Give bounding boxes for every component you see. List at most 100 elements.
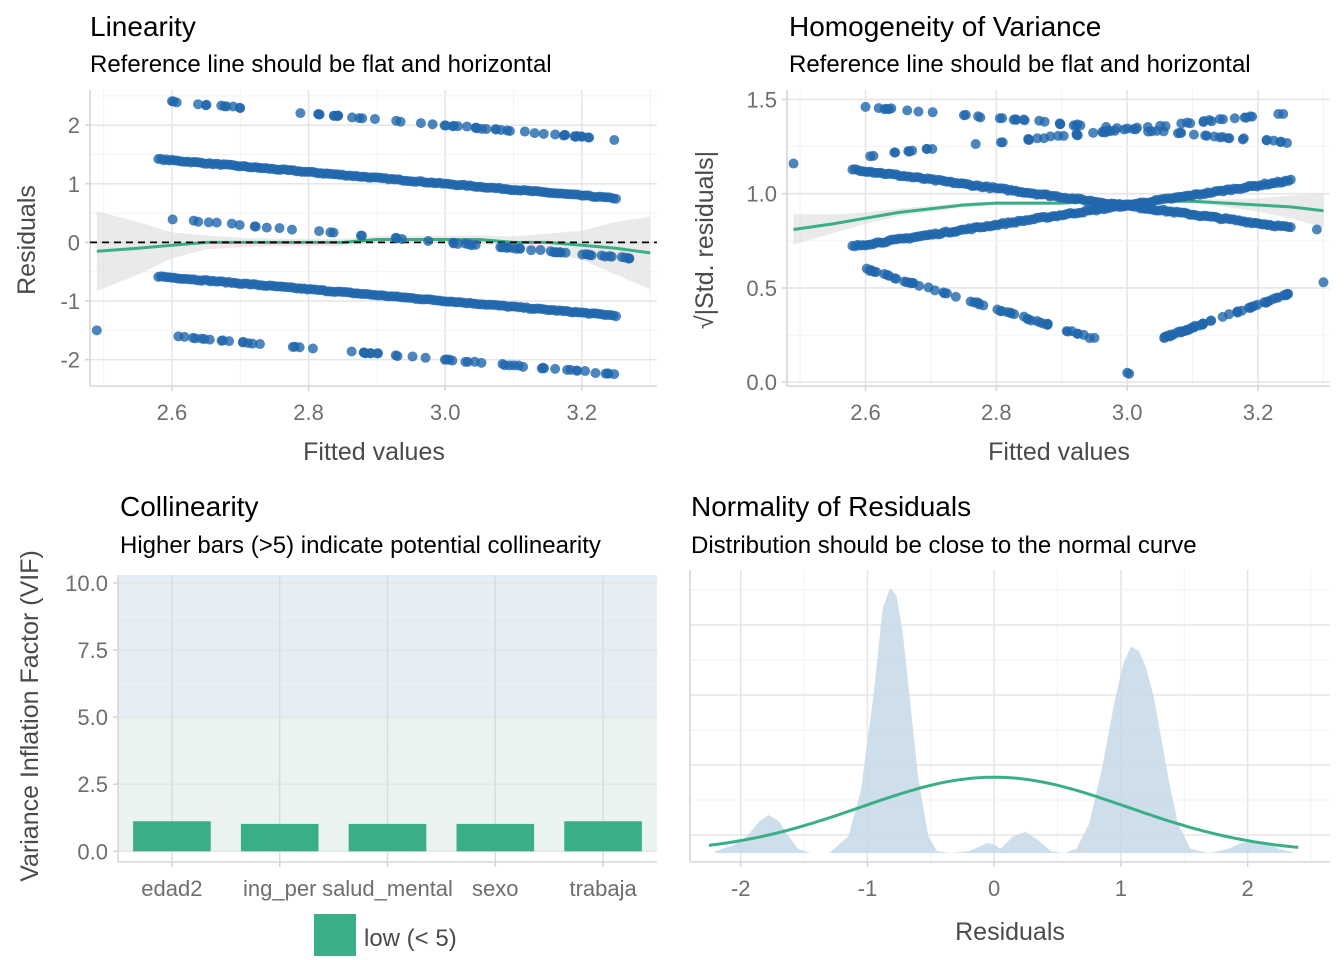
linearity-point xyxy=(203,217,214,228)
homogeneity-point xyxy=(864,265,875,276)
homogeneity-title: Homogeneity of Variance xyxy=(789,11,1101,42)
linearity-y-tick-label: 0 xyxy=(68,230,80,255)
linearity-y-label: Residuals xyxy=(13,185,41,295)
linearity-point xyxy=(196,333,207,344)
homogeneity-point xyxy=(1084,333,1095,344)
linearity-point xyxy=(314,226,325,237)
collinearity-y-tick-label: 2.5 xyxy=(77,772,108,797)
linearity-point xyxy=(611,311,622,322)
collinearity-y-tick-label: 7.5 xyxy=(77,638,108,663)
linearity-point xyxy=(481,123,492,134)
homogeneity-point xyxy=(1182,117,1193,128)
linearity-point xyxy=(584,132,595,143)
linearity-point xyxy=(211,217,222,228)
homogeneity-point xyxy=(1088,127,1099,138)
linearity-point xyxy=(496,124,507,135)
linearity-point xyxy=(462,121,473,132)
linearity-point xyxy=(193,99,204,110)
linearity-point xyxy=(518,361,529,372)
linearity-point xyxy=(392,351,403,362)
homogeneity-point xyxy=(914,280,925,291)
collinearity-legend: low (< 5) xyxy=(314,914,457,956)
linearity-point xyxy=(200,100,211,111)
collinearity-bar xyxy=(456,823,535,852)
linearity-plot-area: 2.6 2.8 3.0 3.2 -2 -1 0 1 2 xyxy=(60,90,657,425)
normality-density-area xyxy=(715,587,1296,853)
normality-plot-area: -2 -1 0 1 2 xyxy=(689,570,1330,901)
linearity-point xyxy=(391,115,402,126)
linearity-point xyxy=(550,129,561,140)
homogeneity-y-tick-label: 0.0 xyxy=(746,370,777,395)
linearity-smooth-line xyxy=(96,238,651,255)
homogeneity-y-tick-label: 0.5 xyxy=(746,276,777,301)
collinearity-plot-area: 0.0 2.5 5.0 7.5 10.0 edad2 ing_per salud_mental… xyxy=(65,571,657,901)
linearity-point xyxy=(347,112,358,123)
linearity-point xyxy=(519,126,530,137)
linearity-point xyxy=(254,339,265,350)
normality-x-tick-label: -2 xyxy=(731,876,751,901)
linearity-point xyxy=(313,109,324,120)
normality-x-tick-label: 1 xyxy=(1115,876,1127,901)
homogeneity-point xyxy=(903,146,914,157)
homogeneity-point xyxy=(899,276,910,287)
homogeneity-y-label: √|Std. residuals| xyxy=(691,151,719,329)
collinearity-bar xyxy=(564,821,642,852)
homogeneity-point xyxy=(886,103,897,114)
homogeneity-point xyxy=(1005,308,1016,319)
homogeneity-point xyxy=(927,107,938,118)
homogeneity-point xyxy=(1054,118,1065,129)
collinearity-bar xyxy=(348,823,427,852)
homogeneity-point xyxy=(1280,289,1291,300)
linearity-point xyxy=(333,110,344,121)
homogeneity-point xyxy=(1188,129,1199,140)
linearity-point xyxy=(228,101,239,112)
collinearity-subtitle: Higher bars (>5) indicate potential coll… xyxy=(120,532,601,559)
collinearity-x-tick-label: sexo xyxy=(472,876,518,901)
linearity-point xyxy=(440,120,451,131)
homogeneity-point xyxy=(913,106,924,117)
homogeneity-point xyxy=(997,137,1008,148)
homogeneity-point xyxy=(939,288,950,299)
homogeneity-point xyxy=(1062,326,1073,337)
homogeneity-x-tick-label: 3.0 xyxy=(1112,400,1143,425)
normality-x-tick-label: -1 xyxy=(858,876,878,901)
homogeneity-point xyxy=(950,291,961,302)
normality-panel: Normality of Residuals Distribution shou… xyxy=(689,491,1330,946)
linearity-point xyxy=(472,123,483,134)
homogeneity-point xyxy=(1237,134,1248,145)
linearity-point xyxy=(226,218,237,229)
homogeneity-point xyxy=(923,282,934,293)
linearity-point xyxy=(624,253,635,264)
linearity-point xyxy=(173,331,184,342)
homogeneity-point xyxy=(1103,126,1114,137)
homogeneity-subtitle: Reference line should be flat and horizo… xyxy=(789,51,1251,78)
homogeneity-point xyxy=(1197,319,1208,330)
linearity-point xyxy=(261,222,272,233)
homogeneity-point xyxy=(1038,133,1049,144)
linearity-point xyxy=(611,193,622,204)
homogeneity-point xyxy=(1278,108,1289,119)
linearity-point xyxy=(499,360,510,371)
linearity-point xyxy=(441,354,452,365)
linearity-point xyxy=(515,243,526,254)
linearity-point xyxy=(606,251,617,262)
linearity-point xyxy=(234,219,245,230)
linearity-point xyxy=(460,238,471,249)
linearity-point xyxy=(562,364,573,375)
homogeneity-point xyxy=(1224,133,1235,144)
homogeneity-point xyxy=(1247,111,1258,122)
homogeneity-point xyxy=(884,270,895,281)
homogeneity-x-tick-label: 3.2 xyxy=(1243,400,1274,425)
homogeneity-point xyxy=(1239,112,1250,123)
linearity-point xyxy=(193,216,204,227)
homogeneity-point xyxy=(1217,114,1228,125)
homogeneity-point xyxy=(1042,318,1053,329)
linearity-y-tick-label: -2 xyxy=(60,348,80,373)
legend-label-low: low (< 5) xyxy=(364,925,457,952)
linearity-point xyxy=(452,238,463,249)
linearity-point xyxy=(526,245,537,256)
collinearity-y-tick-label: 10.0 xyxy=(65,571,108,596)
linearity-x-label: Fitted values xyxy=(303,438,445,466)
homogeneity-point xyxy=(994,113,1005,124)
